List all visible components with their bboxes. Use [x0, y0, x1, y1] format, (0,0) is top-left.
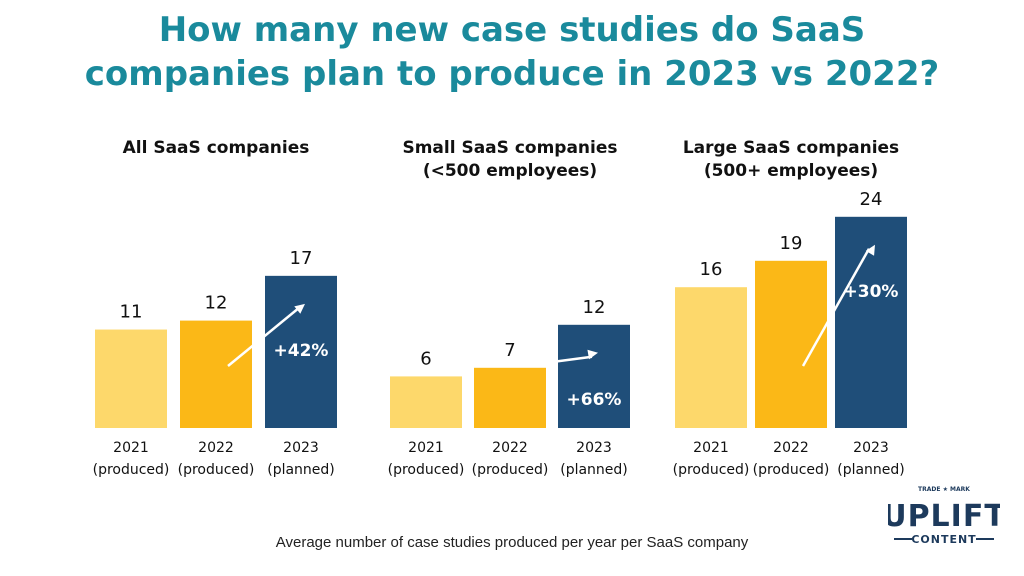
panel-1-tick-label-3-status: (planned): [267, 462, 335, 478]
logo-trademark-text: TRADE ★ MARK: [918, 486, 970, 493]
panel-1-tick-label-3-year: 2023: [283, 440, 319, 456]
chart-caption: Average number of case studies produced …: [275, 534, 749, 551]
panel-1-tick-label-2-status: (produced): [178, 462, 255, 478]
panel-1-title-line-1: All SaaS companies: [123, 138, 310, 158]
panel-1-tick-label-1-year: 2021: [113, 440, 149, 456]
panel-1-growth-arrow: [227, 306, 300, 367]
chart-title-line-1: How many new case studies do SaaS: [158, 10, 866, 50]
logo-main-text: UPLIFT: [888, 499, 1000, 534]
panel-2-bar-2: [474, 367, 546, 428]
panel-2-bar-1: [390, 376, 462, 428]
logo-sub-text: CONTENT: [911, 533, 976, 546]
panel-3-tick-label-3-status: (planned): [837, 462, 905, 478]
panel-2-bar-2-value-label: 7: [504, 340, 515, 361]
panel-3-tick-label-1-year: 2021: [693, 440, 729, 456]
panel-1-growth-arrowhead: [294, 303, 305, 314]
panel-3-tick-label-2-year: 2022: [773, 440, 809, 456]
panel-3-growth-arrow: [801, 248, 871, 367]
panel-2-growth-arrow: [521, 355, 593, 368]
panel-1-tick-label-2-year: 2022: [198, 440, 234, 456]
panel-2-growth-label: +66%: [567, 390, 622, 410]
panel-1-tick-label-1-status: (produced): [93, 462, 170, 478]
panel-1-bar-1-value-label: 11: [120, 302, 143, 323]
panel-2-title-line-1: Small SaaS companies: [402, 138, 617, 158]
panel-1-bar-2: [180, 320, 252, 428]
panel-2-bar-3: [558, 324, 630, 428]
panel-1-bar-3: [265, 275, 337, 428]
panel-1-bar-2-value-label: 12: [205, 293, 228, 314]
panel-2-bar-3-value-label: 12: [583, 297, 606, 318]
panel-2-tick-label-2-year: 2022: [492, 440, 528, 456]
panel-2-bar-1-value-label: 6: [420, 348, 431, 369]
panel-3-tick-label-2-status: (produced): [753, 462, 830, 478]
panel-3-growth-label: +30%: [844, 282, 899, 302]
panel-2-tick-label-1-year: 2021: [408, 440, 444, 456]
panel-3-bar-3-value-label: 24: [860, 189, 883, 210]
panel-1-bar-3-value-label: 17: [290, 248, 313, 269]
chart-title: How many new case studies do SaaS compan…: [0, 8, 1024, 96]
panel-3-tick-label-3-year: 2023: [853, 440, 889, 456]
panel-3-bar-2-value-label: 19: [780, 233, 803, 254]
panel-1-bar-1: [95, 329, 167, 428]
panel-2-tick-label-2-status: (produced): [472, 462, 549, 478]
panel-1-growth-label: +42%: [274, 341, 329, 361]
uplift-content-logo: TRADE ★ MARK UPLIFT CONTENT: [888, 486, 1000, 546]
panel-3-title-line-1: Large SaaS companies: [683, 138, 899, 158]
panel-3-bar-1: [675, 287, 747, 428]
panel-2-tick-label-1-status: (produced): [388, 462, 465, 478]
panel-2-growth-arrowhead: [587, 349, 598, 360]
panel-2-tick-label-3-year: 2023: [576, 440, 612, 456]
panel-3-bar-1-value-label: 16: [700, 259, 723, 280]
panel-2-tick-label-3-status: (planned): [560, 462, 628, 478]
panel-2-title-line-2: (<500 employees): [423, 161, 597, 181]
panel-3-title-line-2: (500+ employees): [704, 161, 878, 181]
panel-3-growth-arrowhead: [865, 244, 875, 256]
chart-title-line-2: companies plan to produce in 2023 vs 202…: [84, 54, 940, 94]
panel-3-tick-label-1-status: (produced): [673, 462, 750, 478]
